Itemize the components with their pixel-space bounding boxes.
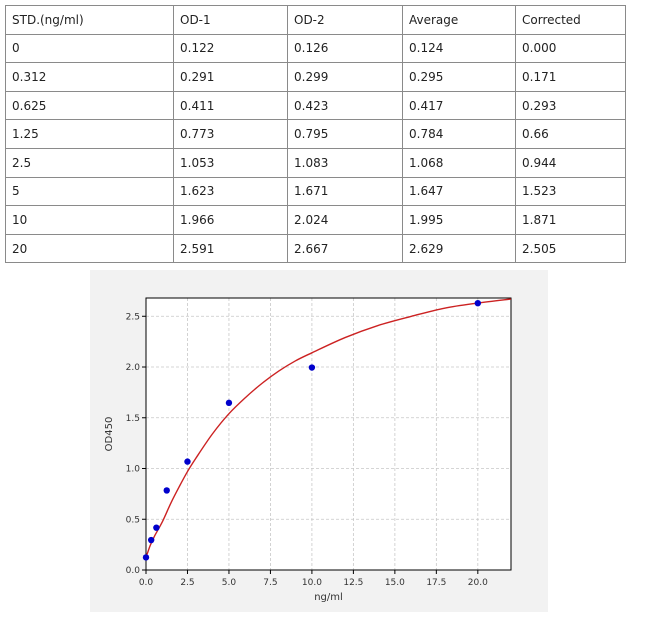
table-cell: 0.625 [5,90,174,121]
table-cell: 2.591 [173,233,288,264]
y-tick-label: 1.5 [126,414,140,424]
table-row: 0 0.122 0.126 0.124 0.000 [5,33,626,64]
table-header-row: STD.(ng/ml) OD-1 OD-2 Average Corrected [5,5,626,35]
y-axis-label: OD450 [104,417,115,452]
table-cell: 0.795 [287,119,403,149]
table-cell: 0.944 [515,147,626,178]
table-cell: 0.417 [402,90,516,121]
table-cell: 0.291 [173,62,288,92]
table-cell: 20 [5,233,174,264]
x-tick-label: 15.0 [385,578,405,588]
data-series [142,298,511,561]
table-cell: 1.966 [173,205,288,235]
header-std: STD.(ng/ml) [5,5,174,35]
table-cell: 0.411 [173,90,288,121]
plot-area [145,297,512,571]
table-cell: 1.623 [173,176,288,207]
table-cell: 0 [5,33,174,64]
table-row: 0.312 0.291 0.299 0.295 0.171 [5,62,626,92]
table-cell: 0.124 [402,33,516,64]
standard-curve-chart: 0.0 2.5 5.0 7.5 10.0 12.5 15.0 17.5 20.0 0.0 0.5 1.… [104,297,512,603]
x-tick-label: 10.0 [302,578,322,588]
table-cell: 2.667 [287,233,403,264]
data-point [142,554,150,561]
table-cell: 0.312 [5,62,174,92]
table-cell: 10 [5,205,174,235]
standard-curve-panel: 0.0 2.5 5.0 7.5 10.0 12.5 15.0 17.5 20.0 0.0 0.5 1.… [90,270,548,612]
data-point [153,524,160,531]
data-point [474,299,482,307]
data-point [163,487,170,494]
table-cell: 0.293 [515,90,626,121]
table-cell: 0.122 [173,33,288,64]
x-tick-label: 2.5 [180,578,194,588]
table-cell: 2.024 [287,205,403,235]
data-point [184,458,191,465]
table-cell: 0.773 [173,119,288,149]
table-row: 5 1.623 1.671 1.647 1.523 [5,176,626,207]
y-tick-label: 2.0 [126,363,141,373]
table-cell: 0.171 [515,62,626,92]
x-tick-label: 0.0 [139,578,154,588]
x-tick-label: 17.5 [426,578,446,588]
table-cell: 1.053 [173,147,288,178]
data-point [147,536,155,544]
table-cell: 2.505 [515,233,626,264]
header-od1: OD-1 [173,5,288,35]
y-tick-label: 0.0 [126,566,141,576]
table-cell: 1.671 [287,176,403,207]
table-cell: 1.995 [402,205,516,235]
table-row: 0.625 0.411 0.423 0.417 0.293 [5,90,626,121]
x-tick-label: 12.5 [343,578,363,588]
grid-lines-front [145,298,511,571]
table-row: 2.5 1.053 1.083 1.068 0.944 [5,147,626,178]
x-tick-label: 20.0 [468,578,488,588]
header-od2: OD-2 [287,5,403,35]
table-cell: 1.647 [402,176,516,207]
table-cell: 0.000 [515,33,626,64]
table-row: 10 1.966 2.024 1.995 1.871 [5,205,626,235]
table-cell: 1.523 [515,176,626,207]
table-cell: 0.299 [287,62,403,92]
axis-ticks: 0.0 2.5 5.0 7.5 10.0 12.5 15.0 17.5 20.0 0.0 0.5 1.… [126,297,512,588]
table-row: 20 2.591 2.667 2.629 2.505 [5,233,626,264]
y-tick-label: 0.5 [126,515,140,525]
plot-border [145,297,512,571]
table-cell: 0.126 [287,33,403,64]
table-cell: 1.871 [515,205,626,235]
x-tick-label: 7.5 [263,578,277,588]
table-cell: 1.25 [5,119,174,149]
header-average: Average [402,5,516,35]
table-cell: 0.423 [287,90,403,121]
y-tick-label: 2.5 [126,312,140,322]
fit-curve [146,298,511,558]
table-cell: 2.629 [402,233,516,264]
x-axis-label: ng/ml [314,592,343,603]
header-corrected: Corrected [515,5,626,35]
table-cell: 2.5 [5,147,174,178]
table-cell: 0.784 [402,119,516,149]
table-cell: 5 [5,176,174,207]
table-cell: 1.083 [287,147,403,178]
table-cell: 0.66 [515,119,626,149]
x-tick-label: 5.0 [222,578,237,588]
table-row: 1.25 0.773 0.795 0.784 0.66 [5,119,626,149]
standard-table: STD.(ng/ml) OD-1 OD-2 Average Corrected … [5,5,626,264]
data-point [225,399,233,407]
table-cell: 0.295 [402,62,516,92]
table-cell: 1.068 [402,147,516,178]
data-point [308,364,316,371]
y-tick-label: 1.0 [126,465,141,475]
